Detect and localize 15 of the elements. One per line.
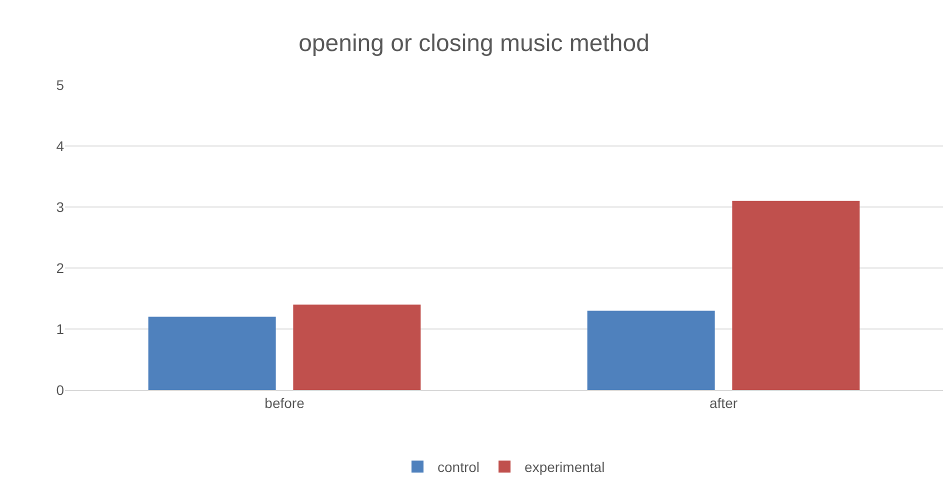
legend-label: experimental (524, 459, 605, 476)
bar (587, 310, 715, 390)
y-tick-label: 0 (56, 382, 64, 398)
bar (293, 304, 421, 390)
x-tick-label: before (264, 394, 305, 411)
bar (148, 316, 276, 390)
legend-label: control (438, 459, 480, 476)
y-tick-label: 2 (56, 260, 64, 276)
y-tick-label: 4 (56, 138, 64, 154)
y-tick-label: 3 (56, 198, 64, 215)
bar (732, 200, 860, 390)
x-tick-label: after (709, 394, 738, 411)
y-tick-label: 5 (56, 76, 64, 93)
chart-title: opening or closing music method (298, 30, 650, 57)
y-tick-label: 1 (56, 320, 64, 337)
